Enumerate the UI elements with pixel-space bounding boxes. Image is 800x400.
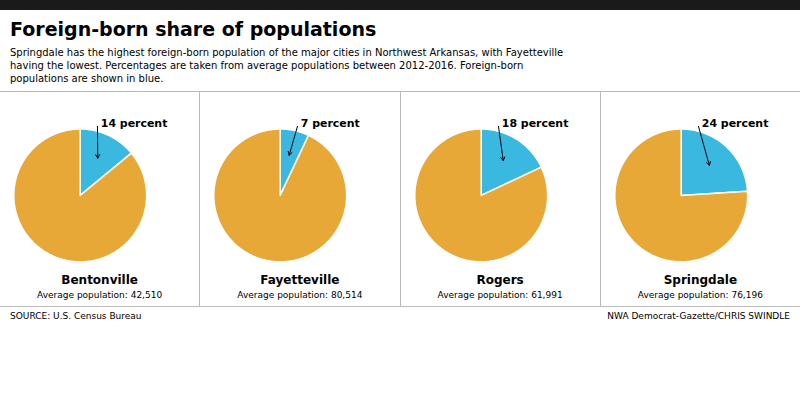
html-text:Average population: 61,991: Average population: 61,991 xyxy=(437,290,563,301)
html-text:SOURCE: U.S. Census Bureau: SOURCE: U.S. Census Bureau xyxy=(10,311,142,322)
svg-text:7 percent: 7 percent xyxy=(301,117,360,130)
html-text:Fayetteville: Fayetteville xyxy=(260,273,340,288)
html-text:NWA Democrat-Gazette/CHRIS SWI: NWA Democrat-Gazette/CHRIS SWINDLE xyxy=(607,311,790,322)
html-text:Bentonville: Bentonville xyxy=(61,273,138,288)
html-text:Average population: 76,196: Average population: 76,196 xyxy=(637,290,763,301)
html-text:populations are shown in blue.: populations are shown in blue. xyxy=(10,73,164,84)
html-text:Rogers: Rogers xyxy=(476,273,524,288)
html-text:Foreign-born share of populati: Foreign-born share of populations xyxy=(10,18,377,40)
svg-text:24 percent: 24 percent xyxy=(702,117,769,130)
html-text:Average population: 42,510: Average population: 42,510 xyxy=(37,290,163,301)
html-text:Springdale: Springdale xyxy=(663,273,737,288)
html-text:having the lowest. Percentages: having the lowest. Percentages are taken… xyxy=(10,60,524,71)
svg-text:14 percent: 14 percent xyxy=(101,117,168,130)
html-text:Springdale has the highest for: Springdale has the highest foreign-born … xyxy=(10,47,564,58)
svg-text:18 percent: 18 percent xyxy=(501,117,568,130)
html-text:Average population: 80,514: Average population: 80,514 xyxy=(237,290,363,301)
